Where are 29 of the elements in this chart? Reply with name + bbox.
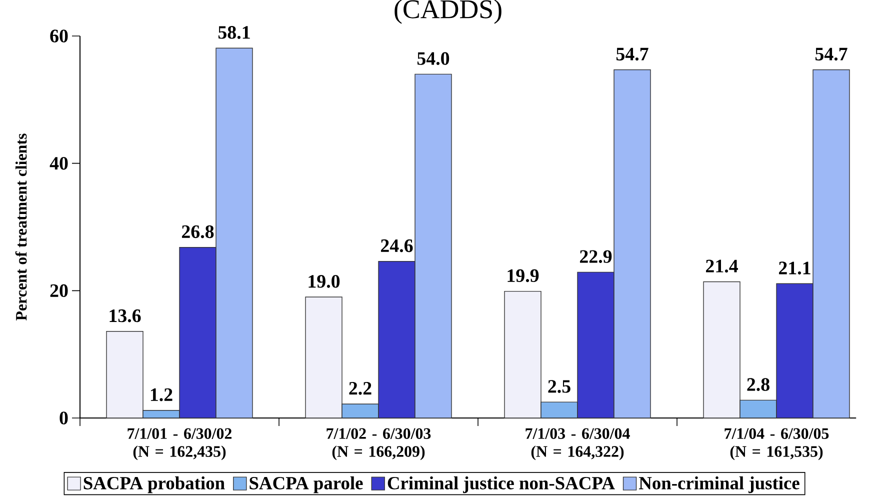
data-label: 2.5 [548, 380, 570, 393]
data-label: 13.6 [110, 309, 141, 322]
data-label: 54.0 [417, 52, 450, 65]
data-label: 1.2 [150, 388, 172, 402]
y-axis-title: Percent of treatment clients [15, 134, 27, 320]
data-label: 54.7 [616, 48, 648, 61]
x-tick-label: 7/1/01 - 6/30/02 (N = 162,435) [128, 428, 232, 460]
y-tick-label: 60 [50, 30, 68, 42]
data-label: 19.9 [508, 269, 539, 282]
data-label: 58.1 [218, 26, 250, 39]
data-label: 2.2 [349, 382, 372, 395]
x-tick-label: 7/1/03 - 6/30/04 (N = 164,322) [526, 428, 630, 460]
data-label: 21.4 [706, 260, 738, 273]
data-label: 24.6 [380, 239, 413, 252]
x-tick-label: 7/1/04 - 6/30/05 (N = 161,535) [724, 428, 829, 460]
legend-label: Non-criminal justice [638, 476, 800, 494]
y-tick-label: 0 [60, 412, 68, 424]
data-label: 54.7 [815, 48, 848, 61]
legend-label: SACPA probation [84, 476, 225, 494]
data-label: 22.9 [580, 250, 612, 263]
data-label: 21.1 [778, 262, 810, 274]
y-tick-label: 40 [50, 156, 68, 170]
legend-label: SACPA parole [250, 476, 363, 494]
data-label: 2.8 [747, 378, 770, 391]
y-tick-label: 20 [50, 284, 68, 298]
legend-label: Criminal justice non-SACPA [388, 476, 615, 494]
x-tick-label: 7/1/02 - 6/30/03 (N = 166,209) [326, 428, 431, 460]
data-label: 26.8 [182, 225, 214, 238]
data-label: 19.0 [308, 274, 340, 288]
